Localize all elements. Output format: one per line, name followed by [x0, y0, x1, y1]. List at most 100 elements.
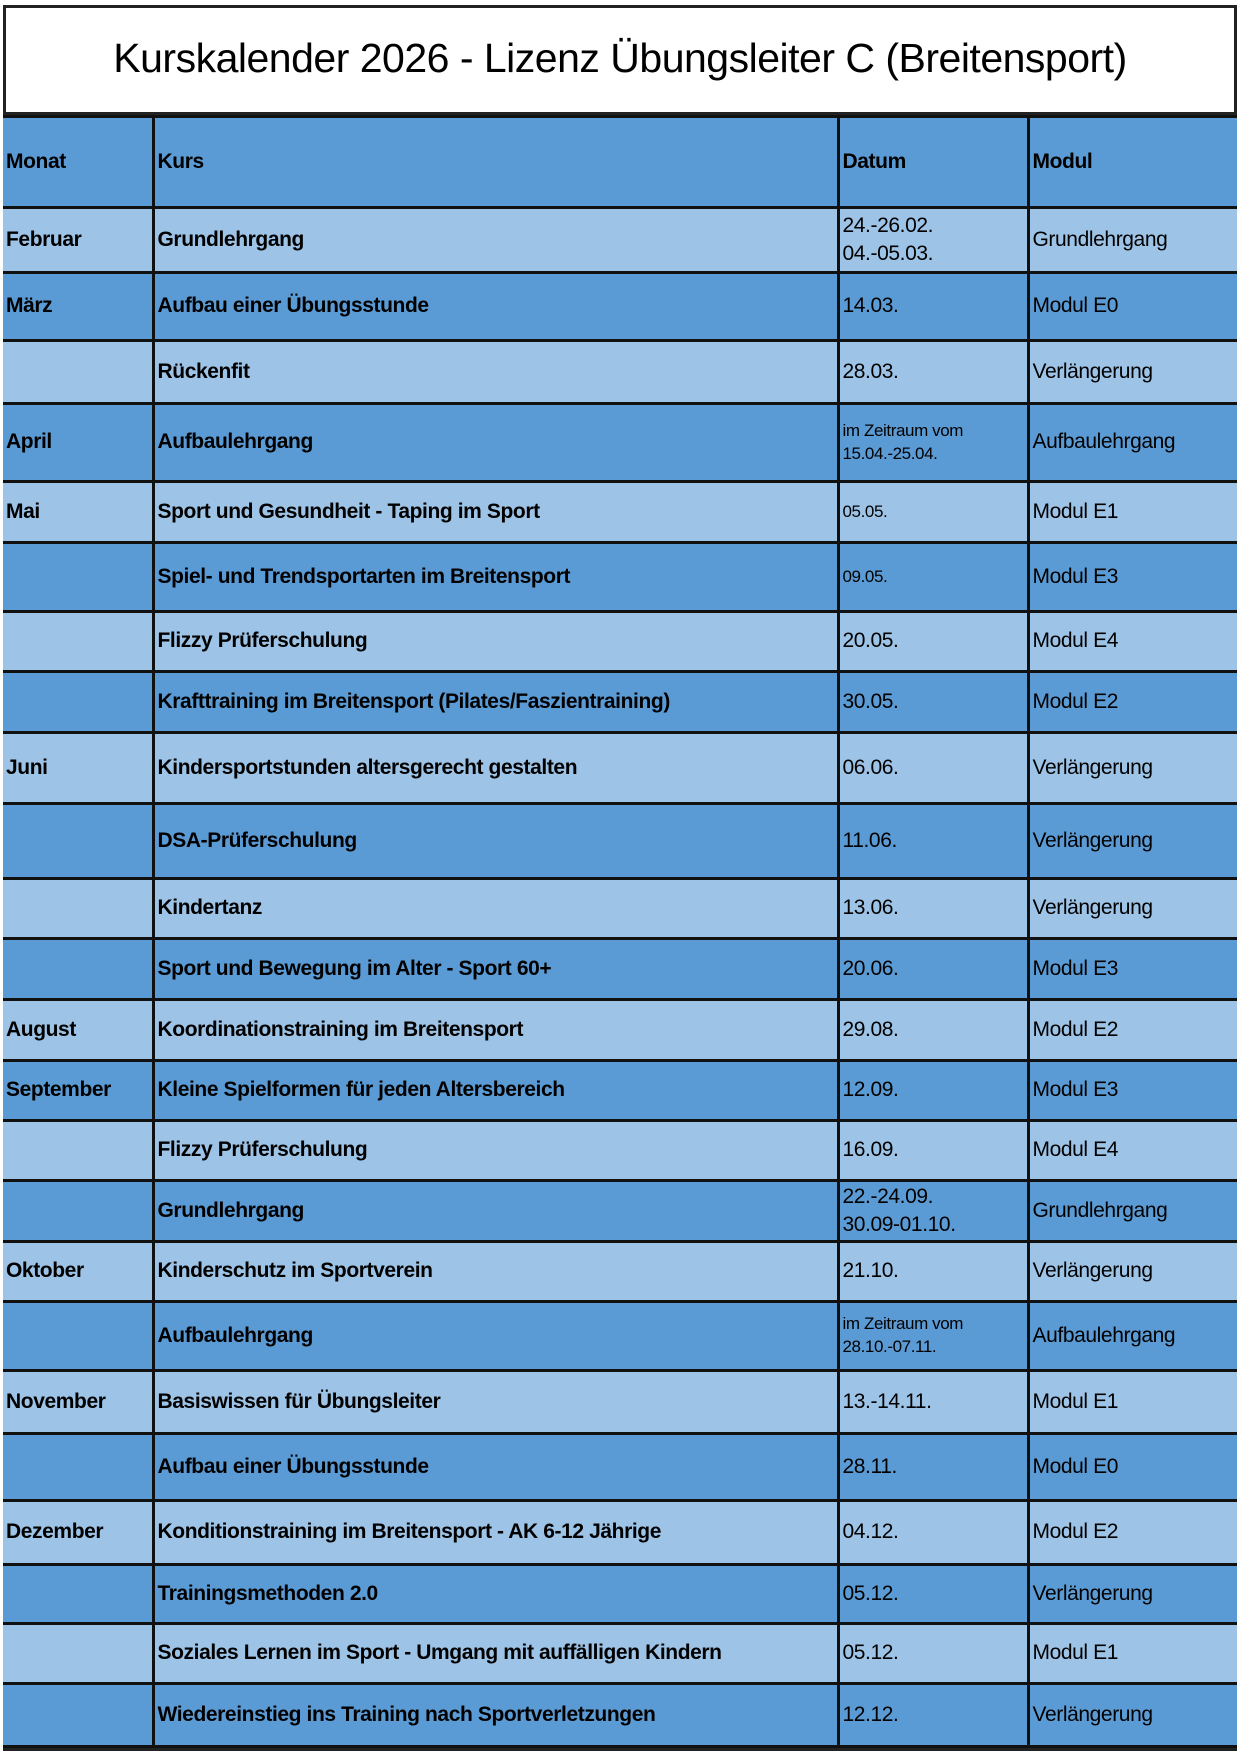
date-line: 24.-26.02. [842, 213, 934, 237]
column-header-modul: Modul [1026, 115, 1237, 209]
cell-monat: Mai [3, 480, 155, 544]
cell-datum: 06.06. [836, 731, 1030, 805]
table-row: November Basiswissen für Übungsleiter 13.-… [3, 1369, 1237, 1435]
cell-modul: Modul E1 [1026, 1369, 1237, 1435]
column-header-kurs: Kurs [151, 115, 840, 209]
cell-datum: 28.03. [836, 339, 1030, 405]
table-row: September Kleine Spielformen für jeden Al… [3, 1059, 1237, 1122]
cell-modul: Verlängerung [1026, 1240, 1237, 1303]
cell-monat [3, 610, 155, 673]
cell-datum: 12.12. [836, 1682, 1030, 1748]
cell-kurs: Kleine Spielformen für jeden Altersberei… [151, 1059, 840, 1122]
cell-modul: Modul E2 [1026, 670, 1237, 734]
cell-monat: September [3, 1059, 155, 1122]
cell-kurs: Krafttraining im Breitensport (Pilates/F… [151, 670, 840, 734]
date-line: 30.09-01.10. [842, 1213, 957, 1236]
cell-datum: 30.05. [836, 670, 1030, 734]
cell-kurs: Aufbaulehrgang [151, 402, 840, 483]
table-row: Wiedereinstieg ins Training nach Sportve… [3, 1682, 1237, 1748]
cell-modul: Verlängerung [1026, 1563, 1237, 1625]
cell-datum: 20.06. [836, 937, 1030, 1001]
table-row: August Koordinationstraining im Breitensp… [3, 998, 1237, 1062]
cell-monat [3, 1119, 155, 1182]
cell-modul: Verlängerung [1026, 1682, 1237, 1748]
cell-kurs: Kindertanz [151, 877, 840, 940]
cell-datum: 22.-24.09. 30.09-01.10. [836, 1179, 1030, 1243]
cell-datum: 14.03. [836, 271, 1030, 342]
cell-datum: 24.-26.02. 04.-05.03. [836, 206, 1030, 274]
cell-kurs: Grundlehrgang [151, 206, 840, 274]
column-header-datum: Datum [836, 115, 1030, 209]
cell-kurs: Aufbaulehrgang [151, 1300, 840, 1372]
date-line: 16.09. [842, 1138, 899, 1162]
cell-datum: 09.05. [836, 541, 1030, 613]
cell-modul: Modul E4 [1026, 610, 1237, 673]
cell-kurs: Sport und Bewegung im Alter - Sport 60+ [151, 937, 840, 1001]
cell-kurs: Trainingsmethoden 2.0 [151, 1563, 840, 1625]
cell-kurs: Soziales Lernen im Sport - Umgang mit au… [151, 1622, 840, 1685]
cell-monat [3, 877, 155, 940]
cell-modul: Modul E3 [1026, 1059, 1237, 1122]
cell-modul: Modul E4 [1026, 1119, 1237, 1182]
cell-modul: Aufbaulehrgang [1026, 402, 1237, 483]
cell-modul: Modul E0 [1026, 1432, 1237, 1502]
cell-modul: Modul E1 [1026, 480, 1237, 544]
cell-datum: 04.12. [836, 1499, 1030, 1566]
table-row: Oktober Kinderschutz im Sportverein 21.10.… [3, 1240, 1237, 1303]
cell-modul: Verlängerung [1026, 877, 1237, 940]
cell-datum: 13.-14.11. [836, 1369, 1030, 1435]
cell-datum: im Zeitraum vom 15.04.-25.04. [836, 402, 1030, 483]
cell-datum: 20.05. [836, 610, 1030, 673]
cell-datum: 16.09. [836, 1119, 1030, 1182]
table-row: DSA-Prüferschulung 11.06. Verlängerung [3, 802, 1237, 880]
cell-monat: April [3, 402, 155, 483]
cell-modul: Verlängerung [1026, 802, 1237, 880]
date-line: 04.-05.03. [842, 242, 934, 265]
date-line: 30.05. [842, 689, 899, 713]
date-line: 04.12. [842, 1520, 899, 1544]
cell-modul: Verlängerung [1026, 339, 1237, 405]
table-row: Aufbau einer Übungsstunde 28.11. Modul E0 [3, 1432, 1237, 1502]
date-line: 22.-24.09. [842, 1184, 934, 1208]
date-line: im Zeitraum vom [842, 1314, 964, 1334]
table-row: Flizzy Prüferschulung 16.09. Modul E4 [3, 1119, 1237, 1182]
table-row: April Aufbaulehrgang im Zeitraum vom 15.04.… [3, 402, 1237, 483]
cell-kurs: Wiedereinstieg ins Training nach Sportve… [151, 1682, 840, 1748]
date-line: 13.-14.11. [842, 1389, 932, 1413]
cell-modul: Modul E3 [1026, 937, 1237, 1001]
cell-kurs: Grundlehrgang [151, 1179, 840, 1243]
cell-monat: März [3, 271, 155, 342]
cell-kurs: Kinderschutz im Sportverein [151, 1240, 840, 1303]
date-line: 21.10. [842, 1259, 899, 1283]
table-row: Sport und Bewegung im Alter - Sport 60+ 2… [3, 937, 1237, 1001]
date-line: 11.06. [842, 828, 898, 852]
cell-kurs: Konditionstraining im Breitensport - AK … [151, 1499, 840, 1566]
cell-datum: 13.06. [836, 877, 1030, 940]
table-row: März Aufbau einer Übungsstunde 14.03. Modul… [3, 271, 1237, 342]
cell-kurs: Basiswissen für Übungsleiter [151, 1369, 840, 1435]
cell-modul: Modul E3 [1026, 541, 1237, 613]
cell-monat: November [3, 1369, 155, 1435]
cell-modul: Verlängerung [1026, 731, 1237, 805]
course-table: Monat Kurs Datum Modul Februar Grundlehrg… [3, 115, 1237, 1748]
cell-kurs: Kindersportstunden altersgerecht gestalt… [151, 731, 840, 805]
cell-monat: Februar [3, 206, 155, 274]
cell-kurs: Spiel- und Trendsportarten im Breitenspo… [151, 541, 840, 613]
date-line: 13.06. [842, 896, 899, 920]
cell-monat [3, 1563, 155, 1625]
cell-modul: Modul E2 [1026, 1499, 1237, 1566]
table-row: Grundlehrgang 22.-24.09. 30.09-01.10. Grund… [3, 1179, 1237, 1243]
cell-datum: 05.12. [836, 1622, 1030, 1685]
table-row: Soziales Lernen im Sport - Umgang mit au… [3, 1622, 1237, 1685]
cell-monat [3, 541, 155, 613]
date-line: 28.10.-07.11. [842, 1337, 937, 1356]
cell-monat [3, 802, 155, 880]
table-row: Trainingsmethoden 2.0 05.12. Verlängerung [3, 1563, 1237, 1625]
cell-datum: 11.06. [836, 802, 1030, 880]
cell-datum: 21.10. [836, 1240, 1030, 1303]
cell-kurs: Flizzy Prüferschulung [151, 610, 840, 673]
table-row: Kindertanz 13.06. Verlängerung [3, 877, 1237, 940]
cell-datum: 05.12. [836, 1563, 1030, 1625]
cell-kurs: Sport und Gesundheit - Taping im Sport [151, 480, 840, 544]
cell-kurs: Koordinationstraining im Breitensport [151, 998, 840, 1062]
